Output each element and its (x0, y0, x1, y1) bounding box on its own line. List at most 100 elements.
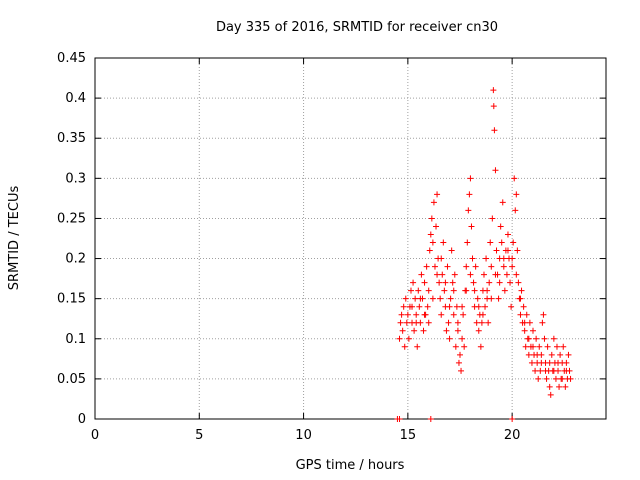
x-tick-label: 20 (504, 428, 521, 443)
data-point (517, 311, 524, 318)
data-point (443, 327, 450, 334)
x-tick-label: 5 (195, 428, 203, 443)
data-point (426, 247, 433, 254)
data-point (411, 327, 418, 334)
data-point (454, 327, 461, 334)
data-point (535, 375, 542, 382)
data-point (548, 351, 555, 358)
data-point (465, 207, 472, 214)
data-point (509, 255, 516, 262)
data-point (490, 87, 497, 94)
data-point (430, 199, 437, 206)
y-tick-label: 0.2 (65, 252, 86, 267)
data-point (450, 287, 457, 294)
data-point (446, 303, 453, 310)
data-point (539, 319, 546, 326)
data-point (425, 287, 432, 294)
data-point (437, 295, 444, 302)
data-point (413, 311, 420, 318)
data-point (409, 303, 416, 310)
data-point (440, 239, 447, 246)
data-point (478, 319, 485, 326)
data-point (495, 295, 502, 302)
data-point (455, 359, 462, 366)
data-point (410, 279, 417, 286)
data-point (398, 311, 405, 318)
data-point (492, 167, 499, 174)
data-point (492, 271, 499, 278)
y-tick-label: 0.3 (65, 171, 86, 186)
data-point (417, 295, 424, 302)
data-point (525, 351, 532, 358)
data-point (504, 231, 511, 238)
data-point (463, 263, 470, 270)
grid-lines (95, 58, 606, 419)
data-point (507, 279, 514, 286)
data-point (454, 319, 461, 326)
data-point (510, 239, 517, 246)
data-point (442, 279, 449, 286)
x-axis-label: GPS time / hours (296, 458, 405, 473)
data-point (515, 279, 522, 286)
data-point (500, 263, 507, 270)
data-point (461, 343, 468, 350)
data-point (517, 295, 524, 302)
data-point (534, 351, 541, 358)
data-point (499, 199, 506, 206)
data-point (532, 367, 539, 374)
y-tick-label: 0.15 (57, 292, 86, 307)
data-point (509, 416, 516, 422)
data-point (425, 319, 432, 326)
data-point (547, 391, 554, 398)
data-point (541, 335, 548, 342)
data-point (563, 359, 570, 366)
data-point (421, 279, 428, 286)
data-point (550, 367, 557, 374)
data-point (423, 263, 430, 270)
data-point (522, 343, 529, 350)
data-point (418, 271, 425, 278)
data-point (512, 207, 519, 214)
data-point (467, 271, 474, 278)
data-point (471, 287, 478, 294)
data-point (556, 383, 563, 390)
data-point (452, 343, 459, 350)
data-point (514, 247, 521, 254)
data-point (483, 255, 490, 262)
data-point (463, 287, 470, 294)
data-point (470, 279, 477, 286)
data-point (508, 303, 515, 310)
data-point (490, 103, 497, 110)
data-point (403, 319, 410, 326)
data-point (496, 279, 503, 286)
data-point (475, 327, 482, 334)
data-point (485, 319, 492, 326)
data-point (511, 175, 518, 182)
data-point (429, 295, 436, 302)
data-point (484, 287, 491, 294)
data-point (421, 311, 428, 318)
y-tick-label: 0.35 (57, 131, 86, 146)
data-point (498, 239, 505, 246)
data-point (503, 271, 510, 278)
data-point (562, 383, 569, 390)
data-point (427, 231, 434, 238)
data-point (513, 271, 520, 278)
data-point (489, 215, 496, 222)
y-tick-label: 0 (78, 412, 86, 427)
data-point (521, 319, 528, 326)
data-point (438, 311, 445, 318)
data-point (523, 311, 530, 318)
data-point (448, 247, 455, 254)
data-point (402, 295, 409, 302)
data-point (459, 335, 466, 342)
data-point (413, 319, 420, 326)
data-point (405, 335, 412, 342)
data-point (467, 175, 474, 182)
data-points (394, 87, 574, 422)
y-tick-label: 0.1 (65, 332, 86, 347)
data-point (475, 303, 482, 310)
data-point (438, 255, 445, 262)
data-point (399, 327, 406, 334)
data-point (559, 375, 566, 382)
